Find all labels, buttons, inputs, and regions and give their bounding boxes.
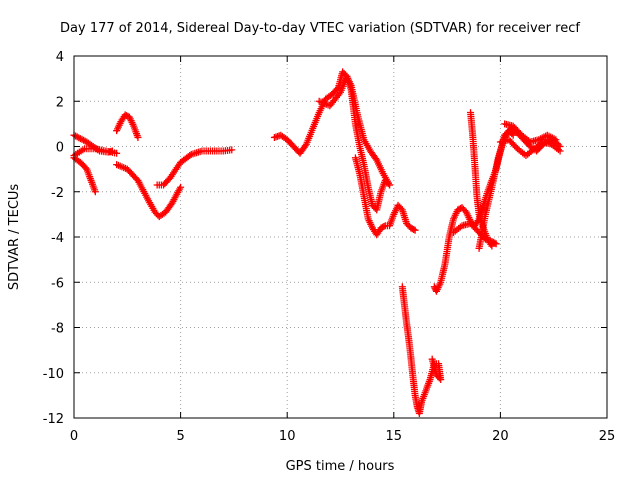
- data-point: [410, 225, 418, 233]
- y-tick-label: 4: [56, 50, 64, 65]
- data-point: [134, 133, 142, 141]
- x-axis-label: GPS time / hours: [286, 459, 395, 474]
- series-track-4: [113, 111, 142, 141]
- x-tick-label: 5: [176, 429, 184, 444]
- data-point: [386, 181, 394, 189]
- y-tick-label: -10: [43, 367, 64, 382]
- y-tick-label: -4: [51, 231, 64, 246]
- y-tick-label: -6: [51, 276, 64, 291]
- series-track-6: [153, 146, 236, 189]
- data-point: [428, 355, 436, 363]
- y-axis-label: SDTVAR / TECUs: [7, 184, 22, 291]
- data-point: [552, 136, 560, 144]
- data-point: [411, 226, 419, 234]
- data-layer: [70, 68, 564, 417]
- grid: [74, 56, 607, 418]
- data-point: [488, 242, 496, 250]
- y-tick-label: 0: [56, 141, 64, 156]
- data-point: [380, 222, 388, 230]
- chart-title: Day 177 of 2014, Sidereal Day-to-day VTE…: [60, 21, 580, 36]
- x-tick-label: 25: [599, 429, 616, 444]
- y-tick-label: -2: [51, 186, 64, 201]
- x-tick-label: 10: [279, 429, 296, 444]
- x-tick-label: 0: [70, 429, 78, 444]
- series-track-9: [351, 154, 419, 239]
- x-tick-label: 20: [492, 429, 509, 444]
- y-tick-label: -12: [43, 412, 64, 427]
- data-point: [556, 147, 564, 155]
- ticks: 0 5 10 15 20 25 -12 -10 -8 -6 -4 -2 0 2 4: [43, 50, 616, 444]
- series-track-16: [501, 120, 560, 146]
- data-point: [91, 188, 99, 196]
- y-tick-label: -8: [51, 322, 64, 337]
- data-point: [113, 149, 121, 157]
- series-track-2: [70, 154, 99, 196]
- series-track-8: [315, 72, 394, 189]
- y-tick-label: 2: [56, 95, 64, 110]
- x-tick-label: 15: [386, 429, 403, 444]
- data-point: [228, 146, 236, 154]
- series-track-13: [467, 109, 496, 250]
- series-track-10: [398, 283, 445, 417]
- data-point: [177, 183, 185, 191]
- series-track-5: [113, 161, 185, 221]
- series-track-3: [70, 145, 121, 160]
- series-track-15: [496, 136, 564, 160]
- plot-frame: [73, 55, 608, 419]
